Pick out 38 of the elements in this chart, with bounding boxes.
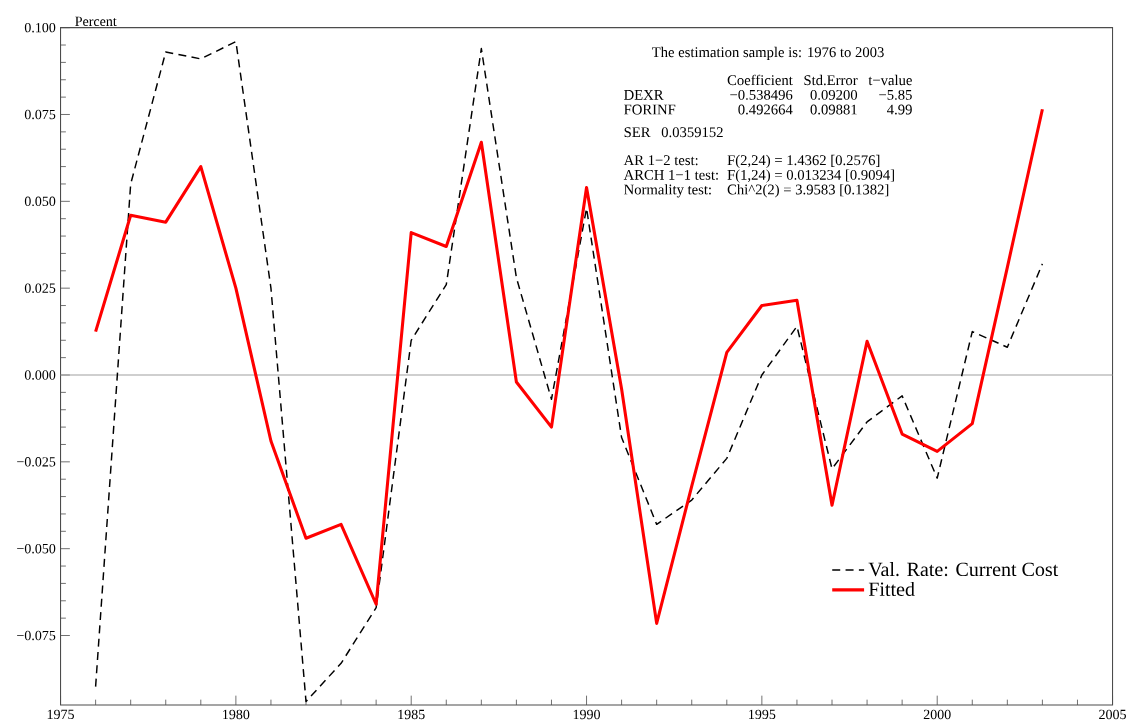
annotation: F(2,24) = 1.4362 [0.2576] bbox=[727, 154, 880, 169]
annotation: ARCH 1−1 test: bbox=[623, 169, 718, 180]
legend-label: Fitted bbox=[868, 581, 915, 596]
annotation: SER bbox=[624, 127, 651, 138]
annotation: −0.538496 bbox=[730, 89, 793, 100]
annotation: −5.85 bbox=[879, 89, 912, 100]
y-tick-label: 0.050 bbox=[24, 196, 56, 207]
y-tick-label: 0.000 bbox=[24, 370, 56, 380]
annotation: 4.99 bbox=[887, 104, 912, 115]
annotation: Chi^2(2) = 3.9583 [0.1382] bbox=[727, 184, 889, 198]
annotation: FORINF bbox=[624, 104, 676, 115]
y-tick-label: 0.025 bbox=[24, 283, 56, 293]
y-tick-label: −0.075 bbox=[17, 630, 56, 641]
annotation: 0.492664 bbox=[738, 104, 793, 115]
x-tick-label: 1995 bbox=[749, 709, 776, 720]
x-tick-label: 1985 bbox=[398, 709, 425, 720]
annotation: t−value bbox=[868, 74, 912, 86]
annotation: The estimation sample is: 1976 to 2003 bbox=[651, 46, 884, 61]
y-tick-label: 0.075 bbox=[24, 109, 56, 120]
y-axis-title: Percent bbox=[75, 16, 117, 27]
annotation: Coefficient bbox=[727, 74, 793, 86]
y-tick-label: −0.025 bbox=[17, 457, 56, 467]
y-tick-label: 0.100 bbox=[24, 22, 56, 33]
annotation: 0.09200 bbox=[810, 89, 858, 100]
y-tick-label: −0.050 bbox=[17, 543, 56, 554]
annotation: F(1,24) = 0.013234 [0.9094] bbox=[727, 169, 894, 183]
annotation: 0.09881 bbox=[810, 104, 857, 115]
x-tick-label: 1975 bbox=[47, 709, 74, 720]
x-tick-label: 1990 bbox=[573, 709, 600, 720]
annotation: AR 1−2 test: bbox=[623, 155, 698, 166]
annotation: Std.Error bbox=[804, 74, 858, 86]
annotation: Normality test: bbox=[624, 184, 711, 198]
x-tick-label: 2000 bbox=[923, 709, 951, 720]
annotation: 0.0359152 bbox=[661, 127, 723, 138]
x-tick-label: 2005 bbox=[1099, 709, 1126, 720]
annotation: DEXR bbox=[624, 90, 664, 100]
legend-label: Val. Rate: Current Cost bbox=[868, 562, 1059, 577]
x-tick-label: 1980 bbox=[223, 709, 250, 720]
